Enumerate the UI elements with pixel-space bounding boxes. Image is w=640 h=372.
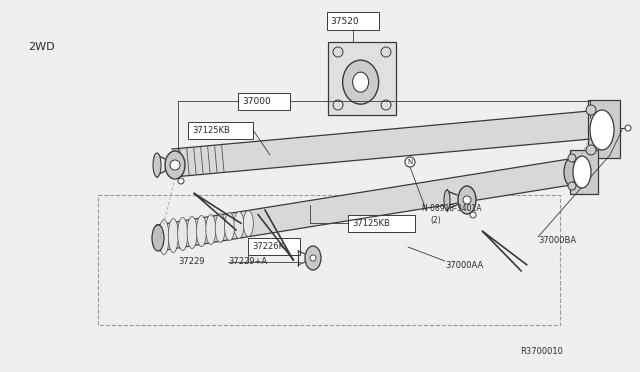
Polygon shape [156,159,572,251]
Ellipse shape [206,215,216,244]
Ellipse shape [573,156,591,188]
Ellipse shape [381,47,391,57]
Ellipse shape [196,215,207,247]
Ellipse shape [333,100,343,110]
Ellipse shape [564,159,576,185]
Ellipse shape [165,151,185,179]
Ellipse shape [586,145,596,155]
Text: 37000: 37000 [242,96,271,106]
Bar [238,93,290,110]
Ellipse shape [353,72,369,92]
Bar [588,100,620,158]
Ellipse shape [305,246,321,270]
Bar [98,195,560,325]
Bar [328,42,396,115]
Text: (2): (2) [430,215,441,224]
Bar [327,12,379,30]
Ellipse shape [342,60,379,104]
Text: N: N [407,159,412,165]
Ellipse shape [381,100,391,110]
Ellipse shape [225,213,235,240]
Ellipse shape [405,157,415,167]
Ellipse shape [153,153,161,177]
Ellipse shape [234,212,244,238]
Ellipse shape [458,186,476,214]
Ellipse shape [152,225,164,251]
Text: 37000AA: 37000AA [445,260,483,269]
Ellipse shape [170,160,180,170]
Ellipse shape [215,214,225,243]
Bar [188,122,253,139]
Text: 37226K: 37226K [252,241,284,250]
Text: 2WD: 2WD [28,42,54,52]
Ellipse shape [159,219,169,254]
Text: 37125KB: 37125KB [352,218,390,228]
Text: R3700010: R3700010 [520,347,563,356]
Ellipse shape [168,218,179,253]
Bar [248,238,300,255]
Ellipse shape [586,105,596,115]
Polygon shape [172,111,591,177]
Ellipse shape [310,255,316,261]
Ellipse shape [333,47,343,57]
Text: 37000BA: 37000BA [538,235,576,244]
Ellipse shape [444,190,450,210]
Ellipse shape [178,178,184,184]
Text: 37229+A: 37229+A [228,257,267,266]
Ellipse shape [590,110,614,150]
Ellipse shape [568,154,576,162]
Ellipse shape [178,218,188,251]
Text: N 08918-3401A: N 08918-3401A [422,203,481,212]
Ellipse shape [187,217,197,248]
Ellipse shape [568,182,576,190]
Bar [570,150,598,194]
Ellipse shape [625,125,631,131]
Bar [348,215,415,232]
Text: 37125KB: 37125KB [192,125,230,135]
Text: 37229: 37229 [178,257,205,266]
Ellipse shape [470,212,476,218]
Ellipse shape [463,196,471,204]
Ellipse shape [243,211,253,236]
Text: 37520: 37520 [330,16,358,26]
